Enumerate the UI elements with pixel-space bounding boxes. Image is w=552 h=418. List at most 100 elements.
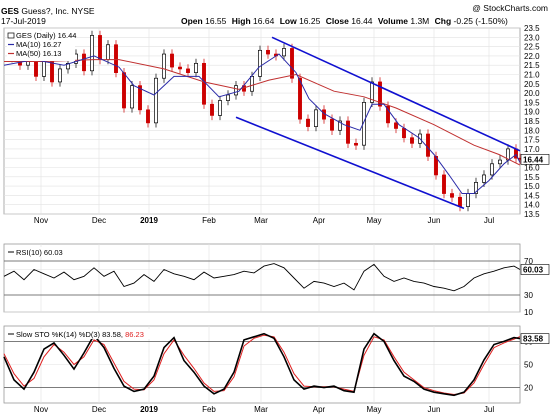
candle-body — [290, 48, 294, 79]
candle-body — [138, 85, 142, 111]
high-label: High — [232, 16, 251, 26]
candle-body — [202, 62, 206, 105]
month-label: May — [366, 216, 381, 225]
price-legend: GES (Daily) 16.44 MA(10) 16.27 MA(50) 16… — [7, 31, 76, 61]
legend-swatch-price — [7, 32, 15, 39]
month-label: Apr — [313, 405, 326, 414]
chg-label: Chg — [435, 16, 452, 26]
quote-line: Open 16.55 High 16.64 Low 16.25 Close 16… — [181, 16, 508, 26]
close-value: 16.44 — [351, 16, 373, 26]
candle-body — [378, 81, 382, 107]
month-label: Jun — [428, 216, 441, 225]
price-plot — [3, 30, 522, 212]
price-tick-label: 18.0 — [524, 126, 540, 135]
sto-last-label: 83.58 — [523, 335, 544, 344]
price-tick-label: 18.5 — [524, 117, 540, 126]
price-tick-label: 23.5 — [524, 24, 540, 33]
open-value: 16.55 — [205, 16, 227, 26]
sto-d-line — [3, 334, 521, 396]
month-label: Jun — [428, 405, 441, 414]
candle-body — [258, 49, 262, 77]
ma10-line — [3, 53, 521, 194]
legend-bg — [7, 31, 75, 61]
candle-body — [282, 48, 286, 57]
chart-title: GES Guess?, Inc. NYSE — [1, 6, 95, 16]
legend-ma10: MA(10) 16.27 — [16, 40, 61, 49]
legend-price: GES (Daily) 16.44 — [16, 31, 76, 40]
chg-value: -0.25 (-1.50%) — [454, 16, 508, 26]
candle-body — [402, 128, 406, 139]
low-value: 16.25 — [299, 16, 321, 26]
candle-body — [338, 120, 342, 131]
sto-k-line — [3, 332, 521, 397]
chart-date: 17-Jul-2019 — [1, 16, 46, 26]
candle-body — [154, 77, 158, 124]
open-label: Open — [181, 16, 203, 26]
legend-ma50: MA(50) 16.13 — [16, 49, 61, 58]
price-tick-label: 19.5 — [524, 98, 540, 107]
exchange: NYSE — [71, 6, 94, 16]
last-close-label: 16.44 — [523, 155, 544, 164]
rsi-plot — [3, 263, 521, 292]
rsi-line — [3, 263, 521, 292]
month-label: Nov — [34, 216, 48, 225]
company-name: Guess?, Inc. — [21, 6, 69, 16]
month-label: Apr — [313, 216, 326, 225]
price-tick-label: 19.0 — [524, 108, 540, 117]
candle-body — [498, 159, 502, 165]
price-tick-label: 15.5 — [524, 173, 540, 182]
candle-body — [306, 118, 310, 127]
legend-sto-k: Slow STO %K(14) %D(3) 83.58, — [16, 330, 123, 339]
volume-label: Volume — [378, 16, 408, 26]
upper-channel-line — [271, 36, 521, 152]
candle-body — [458, 196, 462, 207]
price-tick-label: 17.5 — [524, 136, 540, 145]
candle-body — [426, 133, 430, 157]
ma50-line — [4, 59, 521, 166]
low-label: Low — [280, 16, 297, 26]
price-tick-label: 23.0 — [524, 33, 540, 42]
candle-body — [210, 103, 214, 116]
price-tick-label: 22.5 — [524, 43, 540, 52]
candle-body — [506, 148, 510, 161]
legend-rsi: RSI(10) 60.03 — [16, 248, 63, 257]
candle-body — [466, 193, 470, 207]
candle-body — [194, 62, 198, 73]
month-label: Nov — [34, 405, 48, 414]
candle-body — [178, 66, 182, 70]
candle-body — [122, 72, 126, 109]
candle-body — [58, 68, 62, 83]
candle-body — [162, 53, 166, 79]
month-label: Mar — [254, 216, 268, 225]
price-tick-label: 15.0 — [524, 182, 540, 191]
candle-body — [490, 163, 494, 176]
candle-body — [90, 35, 94, 72]
price-tick-label: 20.0 — [524, 89, 540, 98]
candle-body — [50, 61, 54, 83]
month-label: Jul — [484, 405, 494, 414]
month-label: May — [366, 405, 381, 414]
month-label: Dec — [92, 405, 106, 414]
legend-sto-d: 86.23 — [125, 330, 144, 339]
candle-body — [354, 142, 358, 146]
price-tick-label: 16.0 — [524, 164, 540, 173]
month-label: Jul — [484, 216, 494, 225]
price-tick-label: 22.0 — [524, 52, 540, 61]
lower-channel-line — [235, 116, 465, 210]
candle-body — [234, 85, 238, 96]
price-tick-label: 20.5 — [524, 80, 540, 89]
rsi-tick-label: 10 — [524, 308, 533, 317]
price-tick-label: 21.5 — [524, 61, 540, 70]
rsi-legend: RSI(10) 60.03 — [6, 247, 76, 257]
sto-tick-label: 50 — [524, 361, 533, 370]
candle-body — [218, 100, 222, 116]
candle-body — [394, 122, 398, 129]
legend-bg — [6, 247, 76, 257]
close-label: Close — [326, 16, 349, 26]
candle-body — [298, 77, 302, 120]
price-tick-label: 14.5 — [524, 191, 540, 200]
symbol: GES — [1, 6, 19, 16]
candle-body — [226, 94, 230, 101]
